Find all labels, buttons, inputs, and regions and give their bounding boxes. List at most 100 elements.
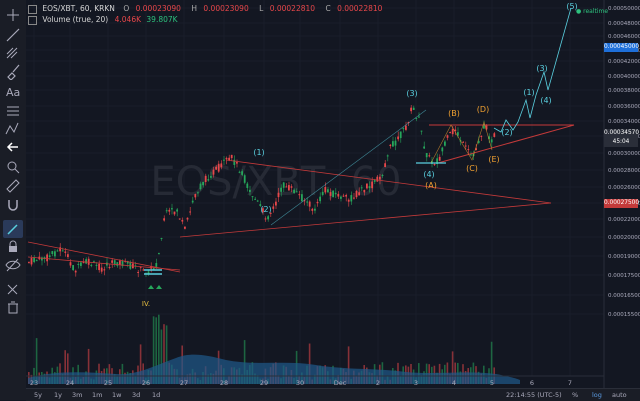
volume-bar	[451, 351, 454, 384]
log-toggle[interactable]: log	[592, 391, 602, 399]
stay-drawing-icon[interactable]	[3, 220, 23, 238]
candle-body	[189, 211, 191, 213]
candle-body	[449, 132, 451, 134]
price-tick-label: 0.00050000	[608, 6, 640, 12]
candle-body	[464, 145, 467, 147]
candle-body	[444, 141, 446, 146]
candle-body	[116, 262, 119, 266]
candle-body	[340, 196, 342, 199]
text-icon[interactable]: Aa	[3, 82, 23, 100]
candle-body	[171, 208, 173, 210]
close-value: 0.00022810	[337, 4, 383, 13]
range-5y[interactable]: 5y	[34, 391, 42, 399]
volume-toggle-icon[interactable]	[28, 15, 37, 25]
candle-body	[311, 208, 314, 211]
eye-icon[interactable]	[3, 256, 23, 274]
trendline-icon[interactable]	[3, 26, 23, 44]
candle-body	[41, 257, 43, 261]
candle-body	[220, 163, 223, 168]
volume-bar	[243, 340, 246, 384]
candle-body	[360, 187, 363, 189]
candle-body	[454, 129, 457, 131]
candle-body	[290, 186, 293, 188]
candle-body	[98, 263, 100, 271]
volume-bar	[87, 348, 90, 384]
candle-body	[332, 190, 334, 198]
candle-body	[61, 250, 64, 252]
candle-body	[147, 271, 150, 275]
price-tick-label: 0.00042000	[608, 59, 640, 65]
price-tick-label: 0.00038000	[608, 88, 640, 94]
pitchfork-icon[interactable]	[3, 44, 23, 62]
candle-body	[160, 237, 163, 239]
candle-body	[425, 153, 428, 158]
candle-body	[111, 260, 113, 263]
auto-toggle[interactable]: auto	[612, 391, 627, 399]
arrow-left-icon[interactable]	[3, 138, 23, 156]
candle-body	[457, 132, 459, 136]
candle-body	[152, 267, 155, 270]
zoom-icon[interactable]	[3, 158, 23, 176]
candle-body	[210, 176, 212, 178]
volume-ma	[28, 354, 520, 384]
candle-body	[327, 189, 329, 193]
brush-icon[interactable]	[3, 62, 23, 81]
wave-b-label: (B)	[448, 109, 460, 118]
wave-4-label: (4)	[423, 170, 434, 179]
candle-body	[82, 262, 85, 264]
range-1w[interactable]: 1w	[112, 391, 122, 399]
candle-body	[410, 107, 412, 112]
time-tick-label: 2	[376, 379, 380, 387]
candle-body	[54, 251, 56, 257]
candle-body	[272, 206, 275, 209]
range-3d[interactable]: 3d	[132, 391, 141, 399]
price-tick-label: 0.00036000	[608, 104, 640, 110]
wave-projection	[493, 7, 572, 133]
symbol-toggle-icon[interactable]	[28, 4, 37, 14]
chart-grid	[26, 0, 604, 376]
range-3m[interactable]: 3m	[72, 391, 83, 399]
candle-body	[249, 189, 251, 192]
candle-body	[217, 163, 220, 172]
candle-body	[163, 218, 165, 221]
trash-icon[interactable]	[3, 298, 23, 316]
candle-body	[80, 262, 82, 266]
lock-icon[interactable]	[3, 238, 23, 256]
time-tick-label: 5	[490, 379, 494, 387]
candle-body	[194, 194, 197, 198]
wave-d-label: (D)	[477, 105, 489, 114]
candle-body	[415, 117, 418, 119]
range-1m[interactable]: 1m	[92, 391, 103, 399]
candle-body	[181, 219, 184, 222]
candle-body	[373, 180, 376, 182]
remove-tools-icon[interactable]	[3, 280, 23, 298]
price-chart[interactable]: EOS/XBT, 60 (1) (2) (3) (4)	[26, 0, 640, 388]
realtime-indicator: ● realtime	[576, 8, 609, 15]
candle-body	[168, 209, 171, 212]
price-tick-label: 0.00026000	[608, 185, 640, 191]
measure-icon[interactable]	[3, 176, 23, 194]
candle-body	[173, 211, 176, 215]
candle-body	[204, 175, 207, 182]
fib-icon[interactable]	[3, 102, 23, 120]
percent-toggle[interactable]: %	[572, 391, 579, 399]
candle-body	[269, 212, 272, 214]
range-1y[interactable]: 1y	[54, 391, 62, 399]
candle-body	[108, 266, 111, 268]
price-tick-label: 0.00048000	[608, 21, 640, 27]
candle-body	[485, 124, 488, 130]
candle-body	[436, 158, 438, 165]
candle-body	[121, 260, 124, 267]
candle-body	[199, 183, 202, 190]
symbol-header: EOS/XBT, 60, KRKN O 0.00023090 H 0.00023…	[28, 4, 390, 14]
proj-5-label: (5)	[566, 2, 577, 11]
crosshair-icon[interactable]	[3, 6, 23, 24]
proj-2-label: (2)	[501, 128, 512, 137]
range-1d[interactable]: 1d	[152, 391, 161, 399]
pattern-icon[interactable]	[3, 120, 23, 138]
candle-body	[59, 247, 61, 252]
candle-body	[225, 157, 228, 160]
candle-body	[368, 186, 371, 189]
time-axis[interactable]: 23 24 25 26 27 28 29 30 Dec 2 3 4 5 6 7	[30, 379, 572, 387]
magnet-icon[interactable]	[3, 196, 23, 214]
